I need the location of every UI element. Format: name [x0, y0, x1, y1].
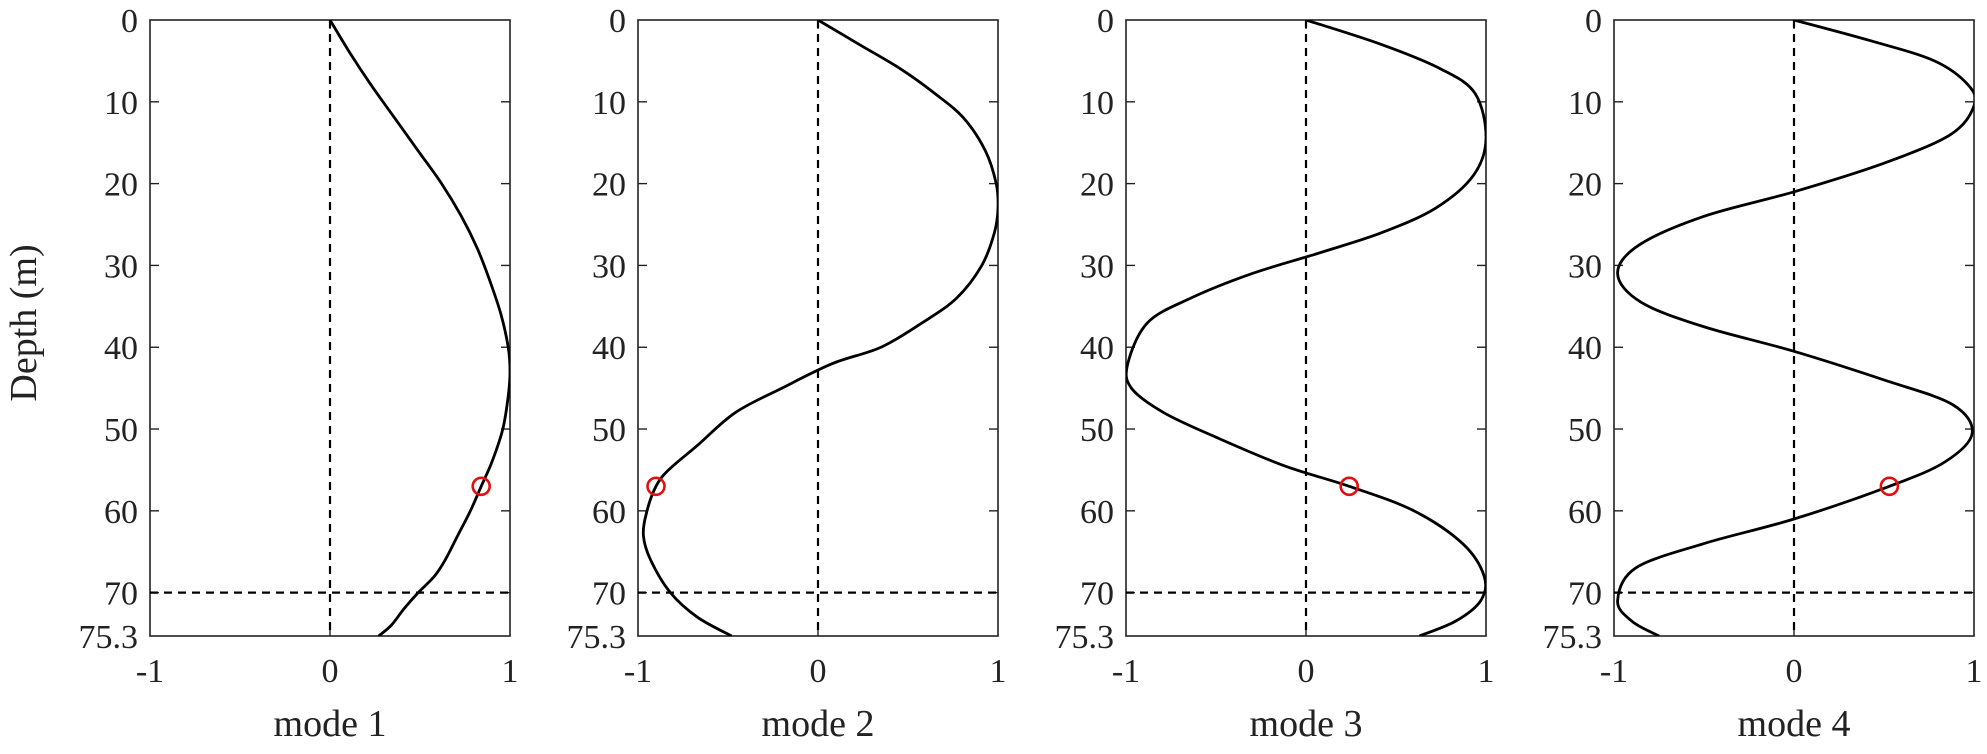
- y-tick-label: 30: [1080, 248, 1114, 285]
- y-tick-label: 10: [592, 85, 626, 122]
- y-tick-label: 40: [104, 330, 138, 367]
- y-tick-label: 30: [592, 248, 626, 285]
- y-tick-label: 50: [1568, 412, 1602, 449]
- y-tick-label: 75.3: [567, 619, 627, 656]
- x-tick-label: -1: [1600, 653, 1628, 690]
- x-tick-label: -1: [136, 653, 164, 690]
- y-tick-label: 40: [1080, 330, 1114, 367]
- y-tick-label: 60: [592, 494, 626, 531]
- mode-curve-1: [328, 20, 510, 636]
- y-tick-label: 0: [1097, 3, 1114, 40]
- y-tick-label: 10: [104, 85, 138, 122]
- y-tick-label: 40: [1568, 330, 1602, 367]
- x-axis-label: mode 2: [762, 703, 875, 745]
- x-tick-label: 1: [1478, 653, 1495, 690]
- x-tick-label: 0: [1298, 653, 1315, 690]
- y-tick-label: 20: [104, 167, 138, 204]
- y-tick-label: 60: [1080, 494, 1114, 531]
- panel-2: 0 10 20 30 40 50 60 70 75.3-1 0 1 mode 2: [567, 3, 1007, 745]
- x-tick-label: -1: [624, 653, 652, 690]
- y-tick-label: 75.3: [79, 619, 139, 656]
- mode-curve-4: [1616, 20, 1974, 636]
- y-tick-label: 70: [592, 576, 626, 613]
- x-tick-label: 0: [322, 653, 339, 690]
- x-tick-label: 1: [990, 653, 1007, 690]
- x-tick-label: 1: [1966, 653, 1983, 690]
- y-tick-label: 60: [104, 494, 138, 531]
- receiver-marker: [1879, 476, 1900, 497]
- receiver-marker: [1339, 476, 1359, 497]
- y-tick-label: 70: [104, 576, 138, 613]
- y-tick-label: 50: [592, 412, 626, 449]
- y-tick-label: 40: [592, 330, 626, 367]
- y-tick-label: 60: [1568, 494, 1602, 531]
- y-tick-label: 30: [104, 248, 138, 285]
- panel-4: 0 10 20 30 40 50 60 70 75.3-1 0 1 mode 4: [1543, 3, 1983, 745]
- receiver-marker: [646, 476, 666, 497]
- mode-curve-2: [641, 20, 998, 636]
- y-tick-label: 30: [1568, 248, 1602, 285]
- y-tick-label: 75.3: [1055, 619, 1115, 656]
- y-tick-label: 70: [1080, 576, 1114, 613]
- x-axis-label: mode 3: [1250, 703, 1363, 745]
- x-tick-label: 1: [502, 653, 519, 690]
- y-tick-label: 0: [1585, 3, 1602, 40]
- panel-1: 0 10 20 30 40 50 60 70 75.3-1 0 1 mode 1: [79, 3, 519, 745]
- y-tick-label: 20: [592, 167, 626, 204]
- panel-3: 0 10 20 30 40 50 60 70 75.3-1 0 1 mode 3: [1055, 3, 1495, 745]
- mode-curve-3: [1126, 20, 1486, 636]
- y-tick-label: 50: [1080, 412, 1114, 449]
- x-axis-label: mode 4: [1738, 703, 1851, 745]
- y-tick-label: 20: [1568, 167, 1602, 204]
- y-axis-label: Depth (m): [3, 244, 45, 401]
- x-tick-label: 0: [1786, 653, 1803, 690]
- receiver-marker: [471, 476, 492, 497]
- y-tick-label: 0: [609, 3, 626, 40]
- y-tick-label: 10: [1080, 85, 1114, 122]
- y-tick-label: 75.3: [1543, 619, 1603, 656]
- y-tick-label: 20: [1080, 167, 1114, 204]
- y-tick-label: 0: [121, 3, 138, 40]
- y-tick-label: 70: [1568, 576, 1602, 613]
- x-axis-label: mode 1: [274, 703, 387, 745]
- y-tick-label: 50: [104, 412, 138, 449]
- x-tick-label: -1: [1112, 653, 1140, 690]
- y-tick-label: 10: [1568, 85, 1602, 122]
- x-tick-label: 0: [810, 653, 827, 690]
